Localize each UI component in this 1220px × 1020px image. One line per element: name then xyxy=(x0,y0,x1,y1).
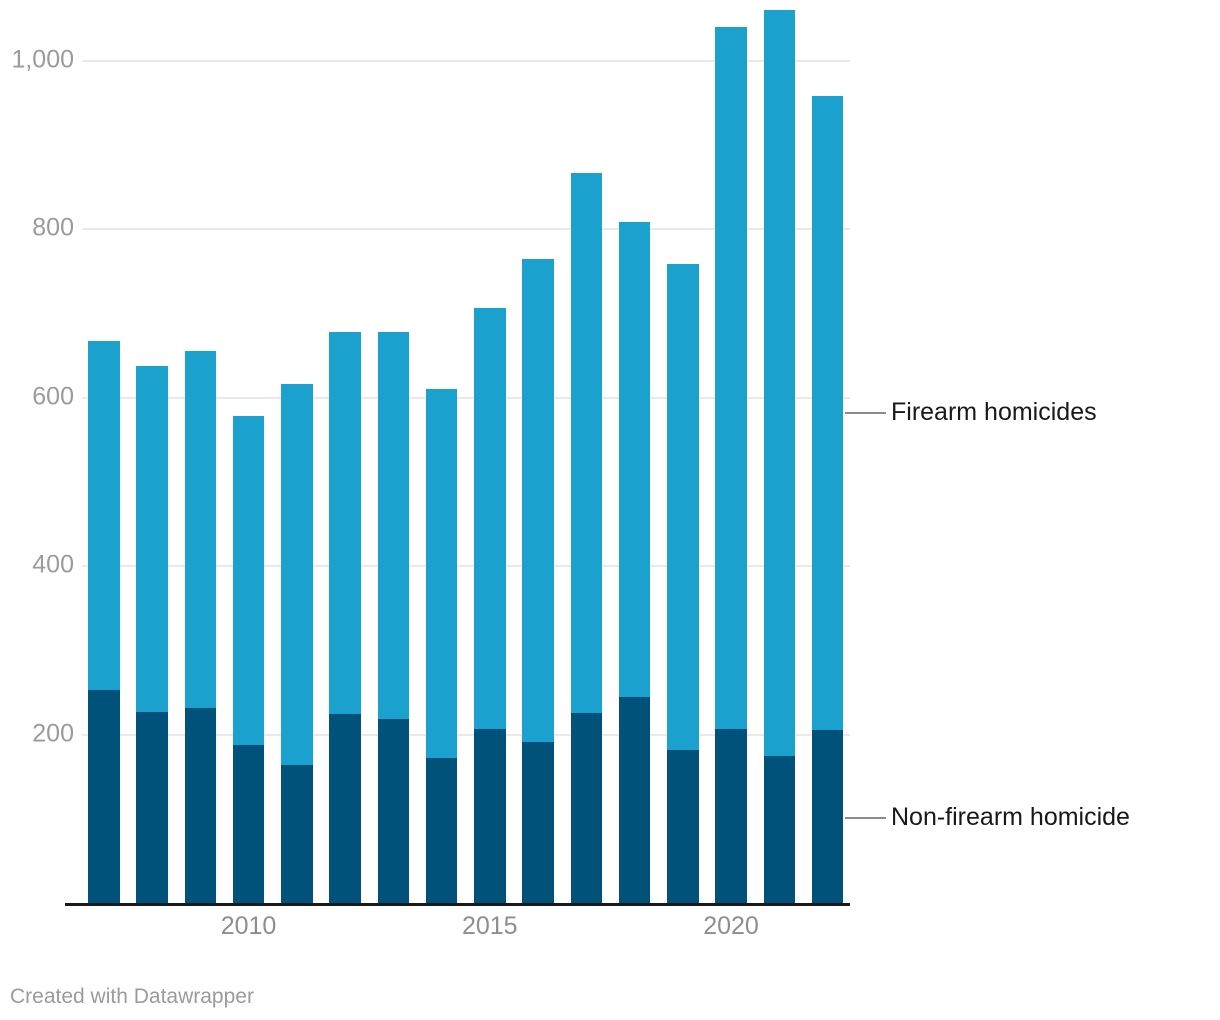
y-axis-tick-label: 1,000 xyxy=(11,44,74,73)
bar-segment-firearm-2019[interactable] xyxy=(667,264,699,750)
bar-segment-firearm-2007[interactable] xyxy=(88,341,120,690)
bar-segment-firearm-2014[interactable] xyxy=(425,389,458,759)
bar-segment-non-firearm-2020[interactable] xyxy=(715,729,747,903)
bar-segment-non-firearm-2012[interactable] xyxy=(329,714,361,903)
y-axis-tick-label: 600 xyxy=(32,381,74,410)
y-axis-tick-label: 200 xyxy=(32,718,74,747)
bar-segment-firearm-2020[interactable] xyxy=(715,26,747,730)
bar-segment-firearm-2016[interactable] xyxy=(522,259,554,743)
y-axis-tick-label: 400 xyxy=(32,550,74,579)
gridline-400 xyxy=(82,565,850,567)
bar-segment-firearm-2013[interactable] xyxy=(377,331,409,720)
bar-segment-non-firearm-2021[interactable] xyxy=(763,756,795,903)
legend-connector-line xyxy=(845,412,886,414)
bar-segment-non-firearm-2013[interactable] xyxy=(377,719,409,903)
gridline-800 xyxy=(82,228,850,230)
bar-segment-non-firearm-2019[interactable] xyxy=(667,749,699,903)
bar-segment-firearm-2009[interactable] xyxy=(184,351,216,708)
bar-segment-non-firearm-2007[interactable] xyxy=(88,689,120,903)
bar-segment-non-firearm-2011[interactable] xyxy=(281,764,313,903)
bar-segment-firearm-2018[interactable] xyxy=(618,222,651,698)
gridline-200 xyxy=(82,733,850,736)
bar-segment-firearm-2012[interactable] xyxy=(329,331,361,715)
x-axis-tick-label: 2015 xyxy=(461,912,518,940)
bar-segment-non-firearm-2010[interactable] xyxy=(232,744,265,903)
bar-segment-firearm-2017[interactable] xyxy=(570,173,602,713)
y-axis-tick-label: 800 xyxy=(32,213,74,242)
bar-segment-firearm-2015[interactable] xyxy=(474,308,506,730)
bar-segment-non-firearm-2017[interactable] xyxy=(570,712,602,903)
bar-segment-non-firearm-2016[interactable] xyxy=(522,742,554,903)
x-axis-tick-label: 2020 xyxy=(703,912,759,940)
bar-segment-firearm-2021[interactable] xyxy=(763,9,795,757)
bar-segment-non-firearm-2015[interactable] xyxy=(474,729,506,903)
gridline-1000 xyxy=(82,59,850,62)
bar-segment-non-firearm-2018[interactable] xyxy=(618,697,651,903)
bar-segment-firearm-2011[interactable] xyxy=(281,384,313,765)
bar-segment-non-firearm-2022[interactable] xyxy=(811,730,844,903)
bar-segment-firearm-2010[interactable] xyxy=(232,416,265,745)
bar-segment-non-firearm-2014[interactable] xyxy=(425,758,458,903)
legend-connector-line xyxy=(845,817,886,819)
legend-label-firearm: Firearm homicides xyxy=(891,397,1097,426)
datawrapper-credit-link[interactable]: Created with Datawrapper xyxy=(10,985,254,1008)
bar-segment-firearm-2008[interactable] xyxy=(136,366,168,712)
bar-segment-non-firearm-2009[interactable] xyxy=(184,707,216,903)
x-axis-line xyxy=(65,902,850,906)
gridline-600 xyxy=(82,396,850,399)
bar-segment-firearm-2022[interactable] xyxy=(811,95,844,731)
x-axis-tick-label: 2010 xyxy=(220,912,277,940)
legend-label-non-firearm: Non-firearm homicide xyxy=(891,802,1130,831)
bar-segment-non-firearm-2008[interactable] xyxy=(136,711,168,903)
